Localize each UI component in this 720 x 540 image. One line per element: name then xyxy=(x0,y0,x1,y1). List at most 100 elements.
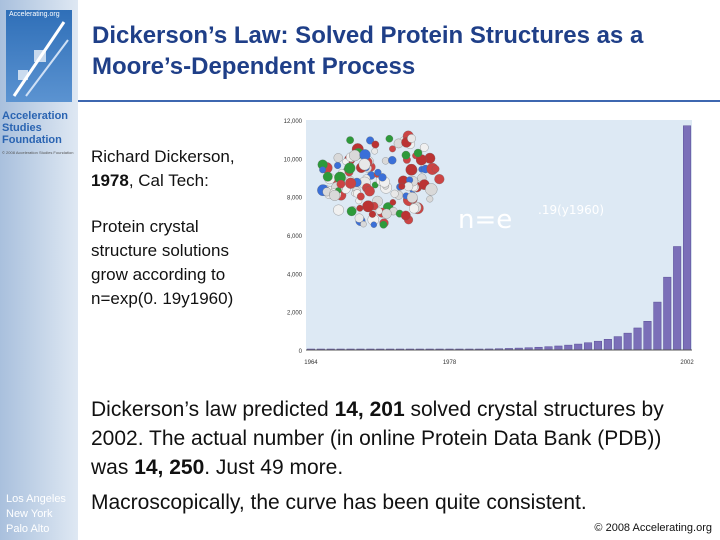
y-tick-label: 6,000 xyxy=(287,234,303,240)
slide-title: Dickerson’s Law: Solved Protein Structur… xyxy=(92,22,644,80)
y-tick-label: 10,000 xyxy=(284,157,303,163)
prediction-text-a: Dickerson’s law predicted xyxy=(91,398,335,421)
prediction-text-c: . Just 49 more. xyxy=(204,456,344,479)
molecule-atom xyxy=(322,171,333,182)
bar-1997 xyxy=(633,327,642,351)
molecule-atom xyxy=(345,177,357,189)
molecule-atom xyxy=(360,220,367,228)
molecule-atom xyxy=(371,147,378,155)
molecule-atom xyxy=(425,183,438,196)
molecule-atom xyxy=(334,161,342,169)
molecule-atom xyxy=(400,210,411,221)
y-tick-label: 4,000 xyxy=(287,272,303,278)
y-tick-label: 12,000 xyxy=(284,119,303,125)
bar-1995 xyxy=(613,336,622,351)
molecule-atom xyxy=(346,206,357,217)
molecule-atom xyxy=(364,185,375,197)
bar-1992 xyxy=(584,342,593,351)
bar-1998 xyxy=(643,321,652,351)
molecule-atom xyxy=(426,195,434,203)
actual-count: 14, 250 xyxy=(134,456,205,479)
bar-1988 xyxy=(544,346,553,351)
bar-1991 xyxy=(574,343,583,351)
molecule-atom xyxy=(346,136,354,144)
bar-1994 xyxy=(603,339,612,351)
molecule-atom xyxy=(366,136,375,145)
molecule-atom xyxy=(401,150,411,160)
molecule-atom xyxy=(358,158,371,171)
molecule-atom xyxy=(403,181,414,192)
molecule-atom xyxy=(362,200,375,213)
molecule-atom xyxy=(431,165,440,173)
y-tick-label: 2,000 xyxy=(287,311,303,317)
molecule-atom xyxy=(413,148,423,158)
dickerson-intro: Richard Dickerson, 1978, Cal Tech: xyxy=(91,145,266,193)
sidebar: Accelerating.org Acceleration Studies Fo… xyxy=(0,0,78,540)
growth-description: Protein crystal structure solutions grow… xyxy=(91,217,234,308)
molecule-atom xyxy=(406,192,418,203)
intro-prefix: Richard Dickerson, xyxy=(91,147,235,166)
molecule-atom xyxy=(388,156,397,165)
molecule-atom xyxy=(329,189,341,201)
molecule-atom xyxy=(378,173,387,182)
molecule-atom xyxy=(375,207,383,215)
molecule-atom xyxy=(354,213,364,223)
molecule-atom xyxy=(389,145,396,153)
y-tick-label: 8,000 xyxy=(287,196,303,202)
title-divider xyxy=(78,100,720,102)
molecule-atom xyxy=(398,182,406,190)
molecule-atom xyxy=(434,174,445,185)
molecule-atom xyxy=(381,208,392,219)
molecule-atom xyxy=(405,163,418,176)
bar-2000 xyxy=(663,276,672,351)
molecule-atom xyxy=(419,143,429,152)
molecule-atom xyxy=(390,189,399,198)
formula-base: n=e xyxy=(458,205,512,235)
bar-1989 xyxy=(554,345,563,351)
bar-1993 xyxy=(593,340,602,351)
molecule-atom xyxy=(356,204,364,212)
logo: Accelerating.org xyxy=(6,10,72,102)
formula-exponent: .19(y1960) xyxy=(538,203,604,217)
org-tagline: © 2008 Acceleration Studies Foundation xyxy=(2,150,74,155)
molecule-atom xyxy=(409,203,419,214)
intro-suffix: , Cal Tech: xyxy=(128,171,209,190)
bar-2001 xyxy=(673,246,682,351)
protein-molecule-image xyxy=(317,130,445,229)
predicted-count: 14, 201 xyxy=(334,398,405,421)
x-axis-ticks: 1964 1978 2002 xyxy=(304,360,694,366)
logo-graphic-icon xyxy=(12,21,69,97)
bar-1990 xyxy=(564,344,573,351)
molecule-atom xyxy=(385,134,394,143)
prediction-text-b: solved crystal structures by 2002. The a… xyxy=(91,398,664,479)
bar-2002 xyxy=(683,125,692,351)
molecule-atom xyxy=(381,157,390,165)
molecule-atom xyxy=(344,162,356,174)
title-bar xyxy=(78,0,720,100)
x-tick-label: 1978 xyxy=(443,360,457,366)
molecule-atom xyxy=(336,179,346,189)
bar-1999 xyxy=(653,301,662,351)
copyright: © 2008 Accelerating.org xyxy=(594,522,712,534)
molecule-atom xyxy=(374,168,382,176)
molecule-atom xyxy=(371,140,380,149)
molecule-atom xyxy=(319,166,327,174)
y-tick-label: 0 xyxy=(299,349,303,355)
bar-1996 xyxy=(623,332,632,351)
office-cities: Los Angeles New York Palo Alto xyxy=(6,493,66,535)
x-tick-label: 2002 xyxy=(680,360,694,366)
molecule-atom xyxy=(379,220,388,229)
x-tick-label: 1964 xyxy=(304,360,318,366)
logo-url: Accelerating.org xyxy=(9,11,60,18)
molecule-atom xyxy=(370,221,378,228)
molecule-atom xyxy=(333,153,343,163)
molecule-atom xyxy=(368,210,376,218)
molecule-atom xyxy=(371,181,379,189)
org-name: Acceleration Studies Foundation xyxy=(2,110,69,146)
y-axis-ticks: 0 2,000 4,000 6,000 8,000 10,000 12,000 xyxy=(284,119,303,355)
molecule-atom xyxy=(389,199,397,206)
molecule-atom xyxy=(407,134,416,143)
molecule-atom xyxy=(349,149,361,162)
molecule-atom xyxy=(356,192,365,201)
